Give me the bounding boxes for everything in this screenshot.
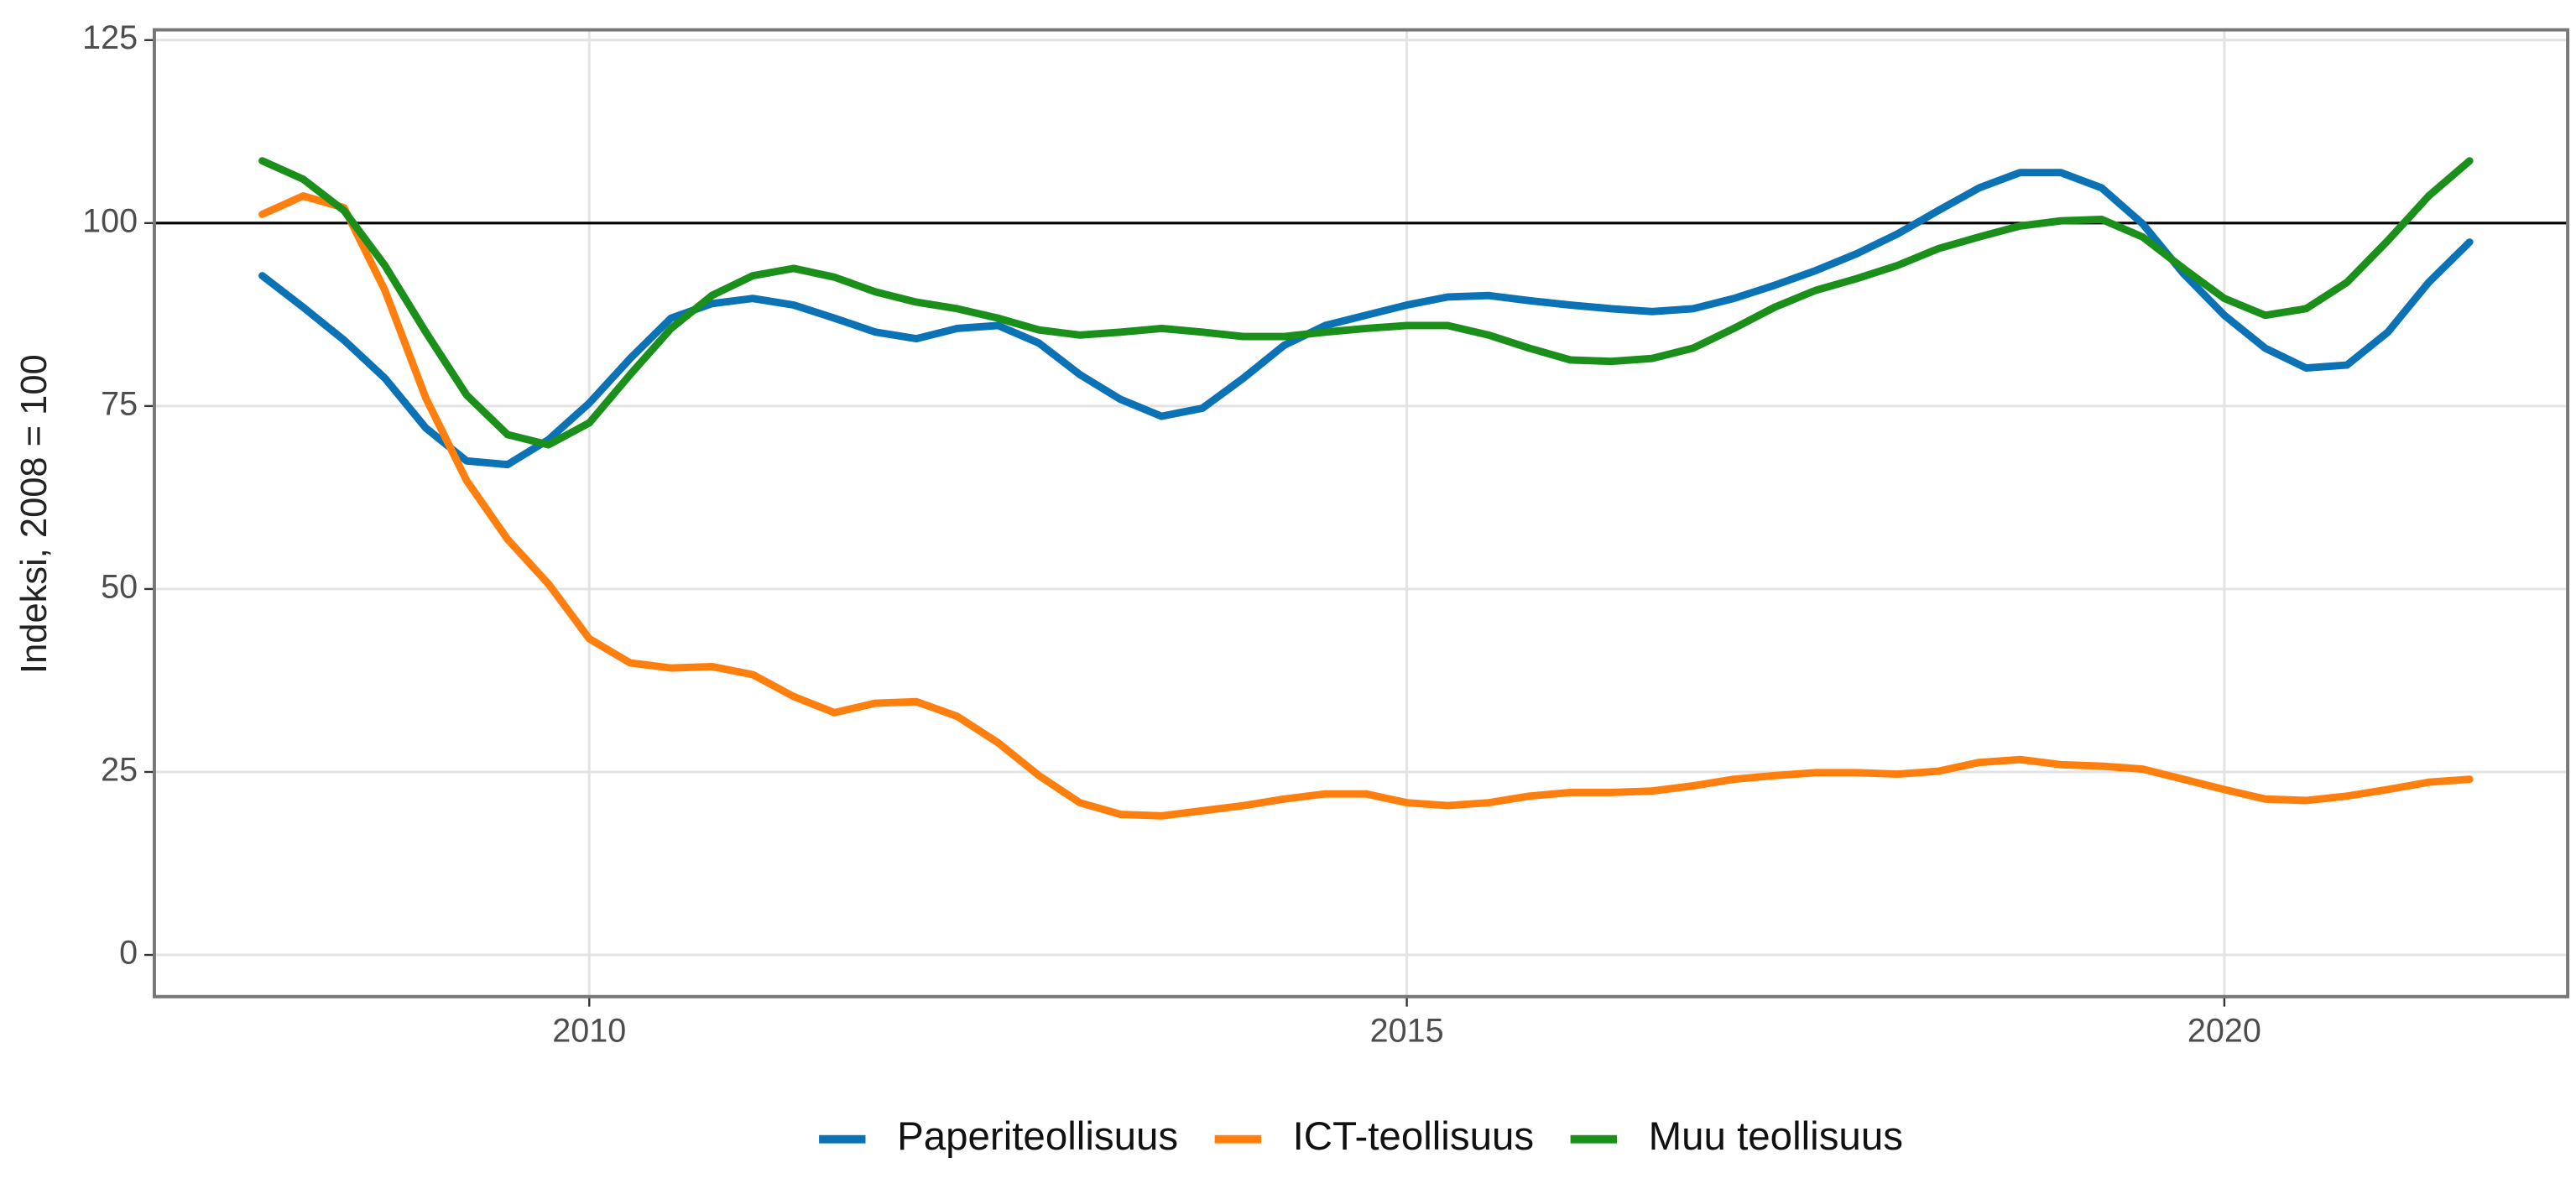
y-tick-label: 25: [101, 751, 138, 788]
y-axis-label: Indeksi, 2008 = 100: [14, 354, 55, 674]
y-tick-label: 100: [82, 202, 138, 239]
data-line: [258, 169, 2474, 469]
legend-label: Paperiteollisuus: [897, 1114, 1178, 1159]
legend-label: Muu teollisuus: [1649, 1114, 1903, 1159]
x-tick-label: 2015: [1370, 1013, 1444, 1050]
x-tick-label: 2010: [552, 1013, 626, 1050]
y-tick-label: 75: [101, 385, 138, 422]
data-line: [258, 157, 2474, 449]
data-line: [258, 192, 2474, 820]
y-tick-label: 125: [82, 19, 138, 56]
legend-label: ICT-teollisuus: [1293, 1114, 1534, 1159]
y-tick-label: 0: [119, 934, 138, 971]
plot-border: [152, 28, 2570, 999]
y-tick-label: 50: [101, 568, 138, 605]
legend: Paperiteollisuus ICT-teollisuus Muu teolli…: [819, 1114, 1903, 1159]
x-tick-label: 2020: [2188, 1013, 2261, 1050]
